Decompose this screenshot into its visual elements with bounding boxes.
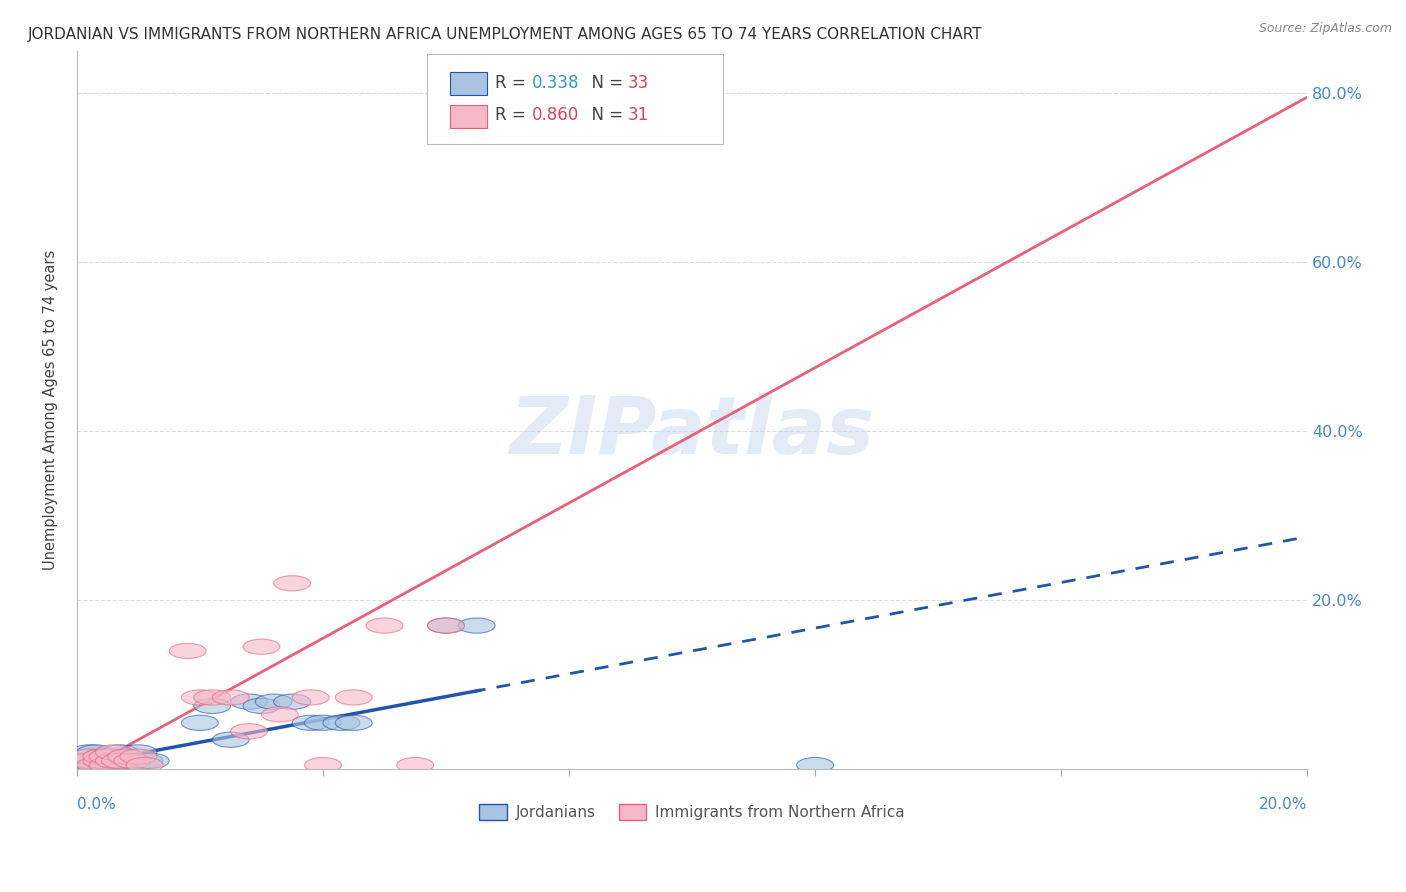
- Ellipse shape: [194, 690, 231, 705]
- Text: N =: N =: [581, 106, 628, 124]
- Ellipse shape: [274, 575, 311, 591]
- Ellipse shape: [65, 753, 101, 768]
- Ellipse shape: [77, 757, 114, 772]
- Ellipse shape: [70, 749, 108, 764]
- Ellipse shape: [194, 698, 231, 714]
- Ellipse shape: [305, 715, 342, 731]
- Ellipse shape: [108, 749, 145, 764]
- Text: Source: ZipAtlas.com: Source: ZipAtlas.com: [1258, 22, 1392, 36]
- Ellipse shape: [89, 757, 127, 772]
- FancyBboxPatch shape: [450, 104, 486, 128]
- Ellipse shape: [323, 715, 360, 731]
- Ellipse shape: [181, 690, 218, 705]
- Ellipse shape: [292, 715, 329, 731]
- Ellipse shape: [212, 690, 249, 705]
- Ellipse shape: [89, 749, 127, 764]
- Ellipse shape: [366, 618, 404, 633]
- Y-axis label: Unemployment Among Ages 65 to 74 years: Unemployment Among Ages 65 to 74 years: [44, 250, 58, 570]
- Ellipse shape: [132, 753, 169, 768]
- FancyBboxPatch shape: [450, 71, 486, 95]
- Ellipse shape: [96, 749, 132, 764]
- Text: N =: N =: [581, 74, 628, 92]
- Ellipse shape: [101, 757, 138, 772]
- Ellipse shape: [256, 694, 292, 709]
- Ellipse shape: [120, 749, 157, 764]
- Ellipse shape: [114, 757, 150, 772]
- Ellipse shape: [70, 745, 108, 760]
- Ellipse shape: [427, 618, 464, 633]
- Ellipse shape: [292, 690, 329, 705]
- Ellipse shape: [243, 698, 280, 714]
- Ellipse shape: [70, 753, 108, 768]
- Ellipse shape: [797, 757, 834, 772]
- Ellipse shape: [65, 753, 101, 768]
- Ellipse shape: [101, 753, 138, 768]
- Ellipse shape: [643, 86, 679, 101]
- Ellipse shape: [181, 715, 218, 731]
- Ellipse shape: [231, 723, 267, 739]
- Ellipse shape: [305, 757, 342, 772]
- Ellipse shape: [127, 757, 163, 772]
- Text: 0.338: 0.338: [531, 74, 579, 92]
- Text: 20.0%: 20.0%: [1258, 797, 1308, 812]
- Ellipse shape: [83, 749, 120, 764]
- Ellipse shape: [127, 753, 163, 768]
- Legend: Jordanians, Immigrants from Northern Africa: Jordanians, Immigrants from Northern Afr…: [472, 798, 911, 826]
- Text: JORDANIAN VS IMMIGRANTS FROM NORTHERN AFRICA UNEMPLOYMENT AMONG AGES 65 TO 74 YE: JORDANIAN VS IMMIGRANTS FROM NORTHERN AF…: [28, 27, 983, 42]
- Text: 31: 31: [628, 106, 650, 124]
- Ellipse shape: [89, 757, 127, 772]
- Ellipse shape: [212, 732, 249, 747]
- Ellipse shape: [335, 715, 373, 731]
- Ellipse shape: [114, 753, 150, 768]
- Ellipse shape: [108, 749, 145, 764]
- Ellipse shape: [262, 706, 298, 722]
- Ellipse shape: [396, 757, 433, 772]
- Ellipse shape: [458, 618, 495, 633]
- Ellipse shape: [70, 753, 108, 768]
- Ellipse shape: [169, 643, 207, 658]
- Ellipse shape: [77, 753, 114, 768]
- Ellipse shape: [89, 749, 127, 764]
- Ellipse shape: [83, 753, 120, 768]
- Ellipse shape: [231, 694, 267, 709]
- Text: R =: R =: [495, 106, 531, 124]
- Ellipse shape: [335, 690, 373, 705]
- FancyBboxPatch shape: [427, 54, 723, 145]
- Ellipse shape: [427, 618, 464, 633]
- Ellipse shape: [108, 753, 145, 768]
- Ellipse shape: [101, 745, 138, 760]
- Ellipse shape: [96, 753, 132, 768]
- Ellipse shape: [243, 639, 280, 655]
- Text: R =: R =: [495, 74, 531, 92]
- Ellipse shape: [120, 745, 157, 760]
- Ellipse shape: [77, 745, 114, 760]
- Ellipse shape: [581, 86, 619, 101]
- Ellipse shape: [96, 753, 132, 768]
- Ellipse shape: [274, 694, 311, 709]
- Text: ZIPatlas: ZIPatlas: [509, 392, 875, 471]
- Text: 0.0%: 0.0%: [77, 797, 115, 812]
- Ellipse shape: [83, 753, 120, 768]
- Text: 33: 33: [628, 74, 650, 92]
- Text: 0.860: 0.860: [531, 106, 579, 124]
- Ellipse shape: [83, 749, 120, 764]
- Ellipse shape: [96, 745, 132, 760]
